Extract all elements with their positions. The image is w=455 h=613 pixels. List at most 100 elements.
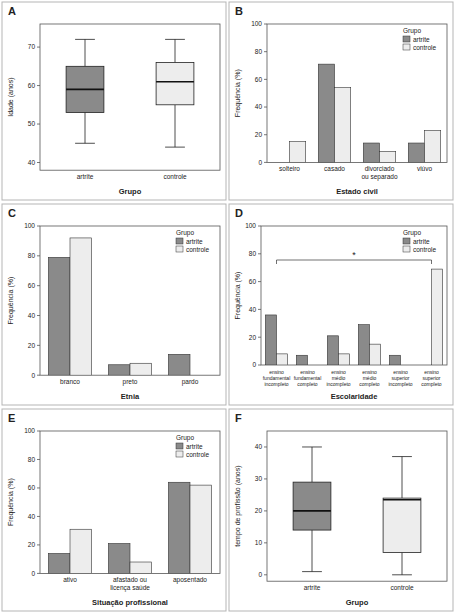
- legend-swatch: [403, 238, 410, 244]
- y-tick-label: 100: [24, 427, 35, 434]
- y-tick: [264, 107, 267, 108]
- median: [293, 510, 331, 512]
- marks: [293, 447, 421, 575]
- panel-frame: [2, 409, 226, 611]
- legend-swatch: [176, 238, 183, 244]
- x-tick-label: controle: [163, 173, 187, 180]
- legend-swatch: [403, 44, 410, 50]
- plot-frame: [40, 431, 220, 573]
- y-tick-label: 0: [31, 570, 35, 577]
- y-tick-label: 40: [28, 159, 36, 166]
- marks: [290, 64, 441, 162]
- y-tick: [258, 226, 261, 227]
- y-axis-title: Frequência (%): [7, 478, 15, 526]
- x-tick-label: preto: [123, 378, 138, 386]
- whisker-high: [175, 39, 176, 62]
- x-tick-label: ensinofundamentalcompleto: [294, 369, 322, 387]
- bar: [432, 269, 443, 365]
- whisker-cap-low: [75, 143, 95, 144]
- panel: D020406080100Frequência (%)ensinofundame…: [229, 204, 453, 405]
- x-tick-label: divorciadoou separado: [361, 165, 398, 181]
- box: [66, 66, 104, 112]
- y-tick: [37, 487, 40, 488]
- y-tick: [37, 85, 40, 86]
- y-tick-label: 40: [249, 306, 257, 313]
- label-line: ou separado: [361, 173, 398, 181]
- y-tick-label: 100: [251, 20, 262, 27]
- y-tick: [37, 124, 40, 125]
- y-tick-label: 60: [28, 82, 36, 89]
- whisker-high: [85, 39, 86, 66]
- y-tick: [264, 446, 267, 447]
- y-tick-label: 60: [255, 76, 263, 83]
- y-tick: [37, 315, 40, 316]
- marks: [66, 39, 194, 147]
- y-tick-label: 20: [255, 131, 263, 138]
- x-axis-title: Situação profissional: [92, 598, 168, 607]
- panel-title: F: [235, 412, 242, 424]
- y-tick: [258, 281, 261, 282]
- panel-title: C: [8, 207, 16, 219]
- panel-frame: [229, 2, 453, 200]
- panel-title: E: [8, 412, 15, 424]
- legend-label: controle: [186, 451, 210, 458]
- x-axis-title: Etnia: [121, 392, 140, 401]
- x-axis-title: Grupo: [119, 187, 142, 196]
- whisker-high: [402, 457, 403, 499]
- x-axis-title: Grupo: [346, 598, 369, 607]
- y-tick: [258, 337, 261, 338]
- label-line: completo: [297, 381, 318, 387]
- x-tick-label: ensinofundamentalincompleto: [263, 369, 291, 387]
- y-axis-title: Idade (anos): [7, 77, 15, 116]
- significance-bracket: [277, 260, 432, 264]
- y-tick: [37, 544, 40, 545]
- bar: [318, 64, 334, 162]
- y-tick: [264, 134, 267, 135]
- bar: [70, 529, 92, 573]
- bar: [108, 365, 130, 375]
- y-tick-label: 40: [255, 103, 263, 110]
- label-line: aposentado: [173, 576, 207, 584]
- panel-frame: [229, 409, 453, 611]
- whisker-cap-high: [165, 39, 185, 40]
- whisker-low: [402, 552, 403, 574]
- label-line: controle: [163, 173, 187, 180]
- bar: [363, 143, 379, 162]
- y-tick: [264, 24, 267, 25]
- y-tick: [264, 510, 267, 511]
- bar: [70, 238, 92, 375]
- label-line: casado: [324, 165, 345, 172]
- bar: [389, 355, 400, 365]
- bar: [380, 151, 396, 162]
- panel-title: B: [235, 5, 243, 17]
- y-tick-label: 80: [28, 456, 36, 463]
- plot-frame: [40, 24, 220, 170]
- y-tick-label: 0: [258, 571, 262, 578]
- median: [383, 499, 421, 501]
- x-axis-title: Escolaridade: [331, 392, 378, 401]
- legend-swatch: [403, 36, 410, 42]
- bar: [290, 142, 306, 163]
- bar: [308, 365, 319, 366]
- y-axis-title: tempo de profissão (anos): [234, 465, 242, 546]
- bar: [265, 315, 276, 365]
- x-tick-label: controle: [390, 584, 414, 591]
- whisker-low: [312, 530, 313, 572]
- y-tick-label: 30: [255, 475, 263, 482]
- y-tick: [258, 309, 261, 310]
- x-tick-label: artrite: [304, 584, 321, 591]
- label-line: viúvo: [417, 165, 433, 172]
- figure: A40506070Idade (anos)artritecontroleGrup…: [0, 0, 455, 613]
- y-tick: [264, 162, 267, 163]
- panel-title: A: [8, 5, 16, 17]
- legend-swatch: [403, 246, 410, 252]
- x-tick-label: viúvo: [417, 165, 433, 172]
- bar: [168, 354, 190, 375]
- label-line: artrite: [304, 584, 321, 591]
- panel-frame: [2, 204, 226, 405]
- panel: F010203040tempo de profissão (anos)artri…: [229, 409, 453, 611]
- y-tick: [37, 226, 40, 227]
- panel: A40506070Idade (anos)artritecontroleGrup…: [2, 2, 226, 200]
- label-line: ativo: [63, 576, 77, 583]
- annotation: *: [352, 250, 356, 260]
